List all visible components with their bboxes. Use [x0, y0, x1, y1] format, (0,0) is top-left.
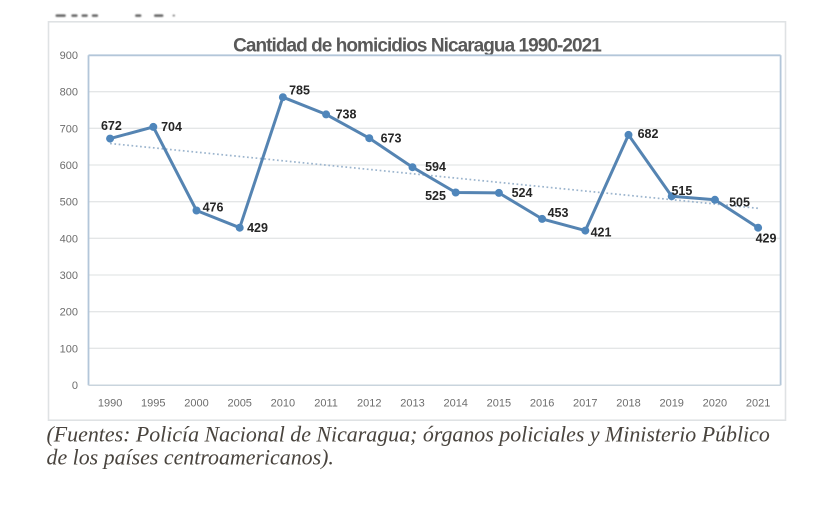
svg-text:672: 672 — [101, 119, 122, 133]
svg-text:785: 785 — [289, 84, 310, 98]
svg-text:400: 400 — [60, 233, 78, 245]
svg-text:(Fuentes: Policía Nacional de: (Fuentes: Policía Nacional de Nicaragua;… — [47, 422, 770, 447]
svg-text:682: 682 — [638, 127, 659, 141]
svg-text:2012: 2012 — [357, 398, 381, 410]
svg-text:429: 429 — [756, 232, 777, 246]
svg-text:421: 421 — [591, 225, 612, 239]
svg-text:2021: 2021 — [746, 398, 770, 410]
svg-text:900: 900 — [60, 50, 78, 62]
svg-text:2016: 2016 — [530, 398, 554, 410]
svg-text:1990: 1990 — [98, 398, 122, 410]
svg-text:594: 594 — [425, 160, 446, 174]
svg-text:300: 300 — [60, 270, 78, 282]
svg-text:505: 505 — [729, 196, 750, 210]
svg-text:429: 429 — [247, 221, 268, 235]
svg-text:2017: 2017 — [573, 398, 597, 410]
svg-text:2018: 2018 — [616, 398, 640, 410]
svg-text:500: 500 — [60, 197, 78, 209]
svg-text:2005: 2005 — [227, 398, 251, 410]
svg-text:2015: 2015 — [487, 398, 511, 410]
svg-text:524: 524 — [512, 186, 533, 200]
svg-text:1995: 1995 — [141, 398, 165, 410]
svg-text:673: 673 — [381, 132, 402, 146]
svg-text:600: 600 — [60, 160, 78, 172]
svg-text:700: 700 — [60, 123, 78, 135]
svg-text:2000: 2000 — [184, 398, 208, 410]
svg-text:453: 453 — [548, 206, 569, 220]
svg-text:Cantidad de homicidios Nicarag: Cantidad de homicidios Nicaragua 1990-20… — [233, 35, 602, 56]
svg-text:2010: 2010 — [271, 398, 295, 410]
svg-text:100: 100 — [60, 343, 78, 355]
svg-text:738: 738 — [336, 108, 357, 122]
svg-text:2019: 2019 — [659, 398, 683, 410]
svg-text:515: 515 — [671, 184, 692, 198]
svg-text:de los países centroamericanos: de los países centroamericanos). — [47, 445, 334, 470]
svg-text:0: 0 — [72, 380, 78, 392]
svg-text:704: 704 — [161, 120, 182, 134]
svg-text:525: 525 — [425, 189, 446, 203]
svg-text:2014: 2014 — [443, 398, 467, 410]
svg-text:2013: 2013 — [400, 398, 424, 410]
svg-text:200: 200 — [60, 307, 78, 319]
svg-text:2020: 2020 — [703, 398, 727, 410]
svg-text:800: 800 — [60, 87, 78, 99]
svg-text:476: 476 — [203, 201, 224, 215]
svg-text:2011: 2011 — [314, 398, 338, 410]
